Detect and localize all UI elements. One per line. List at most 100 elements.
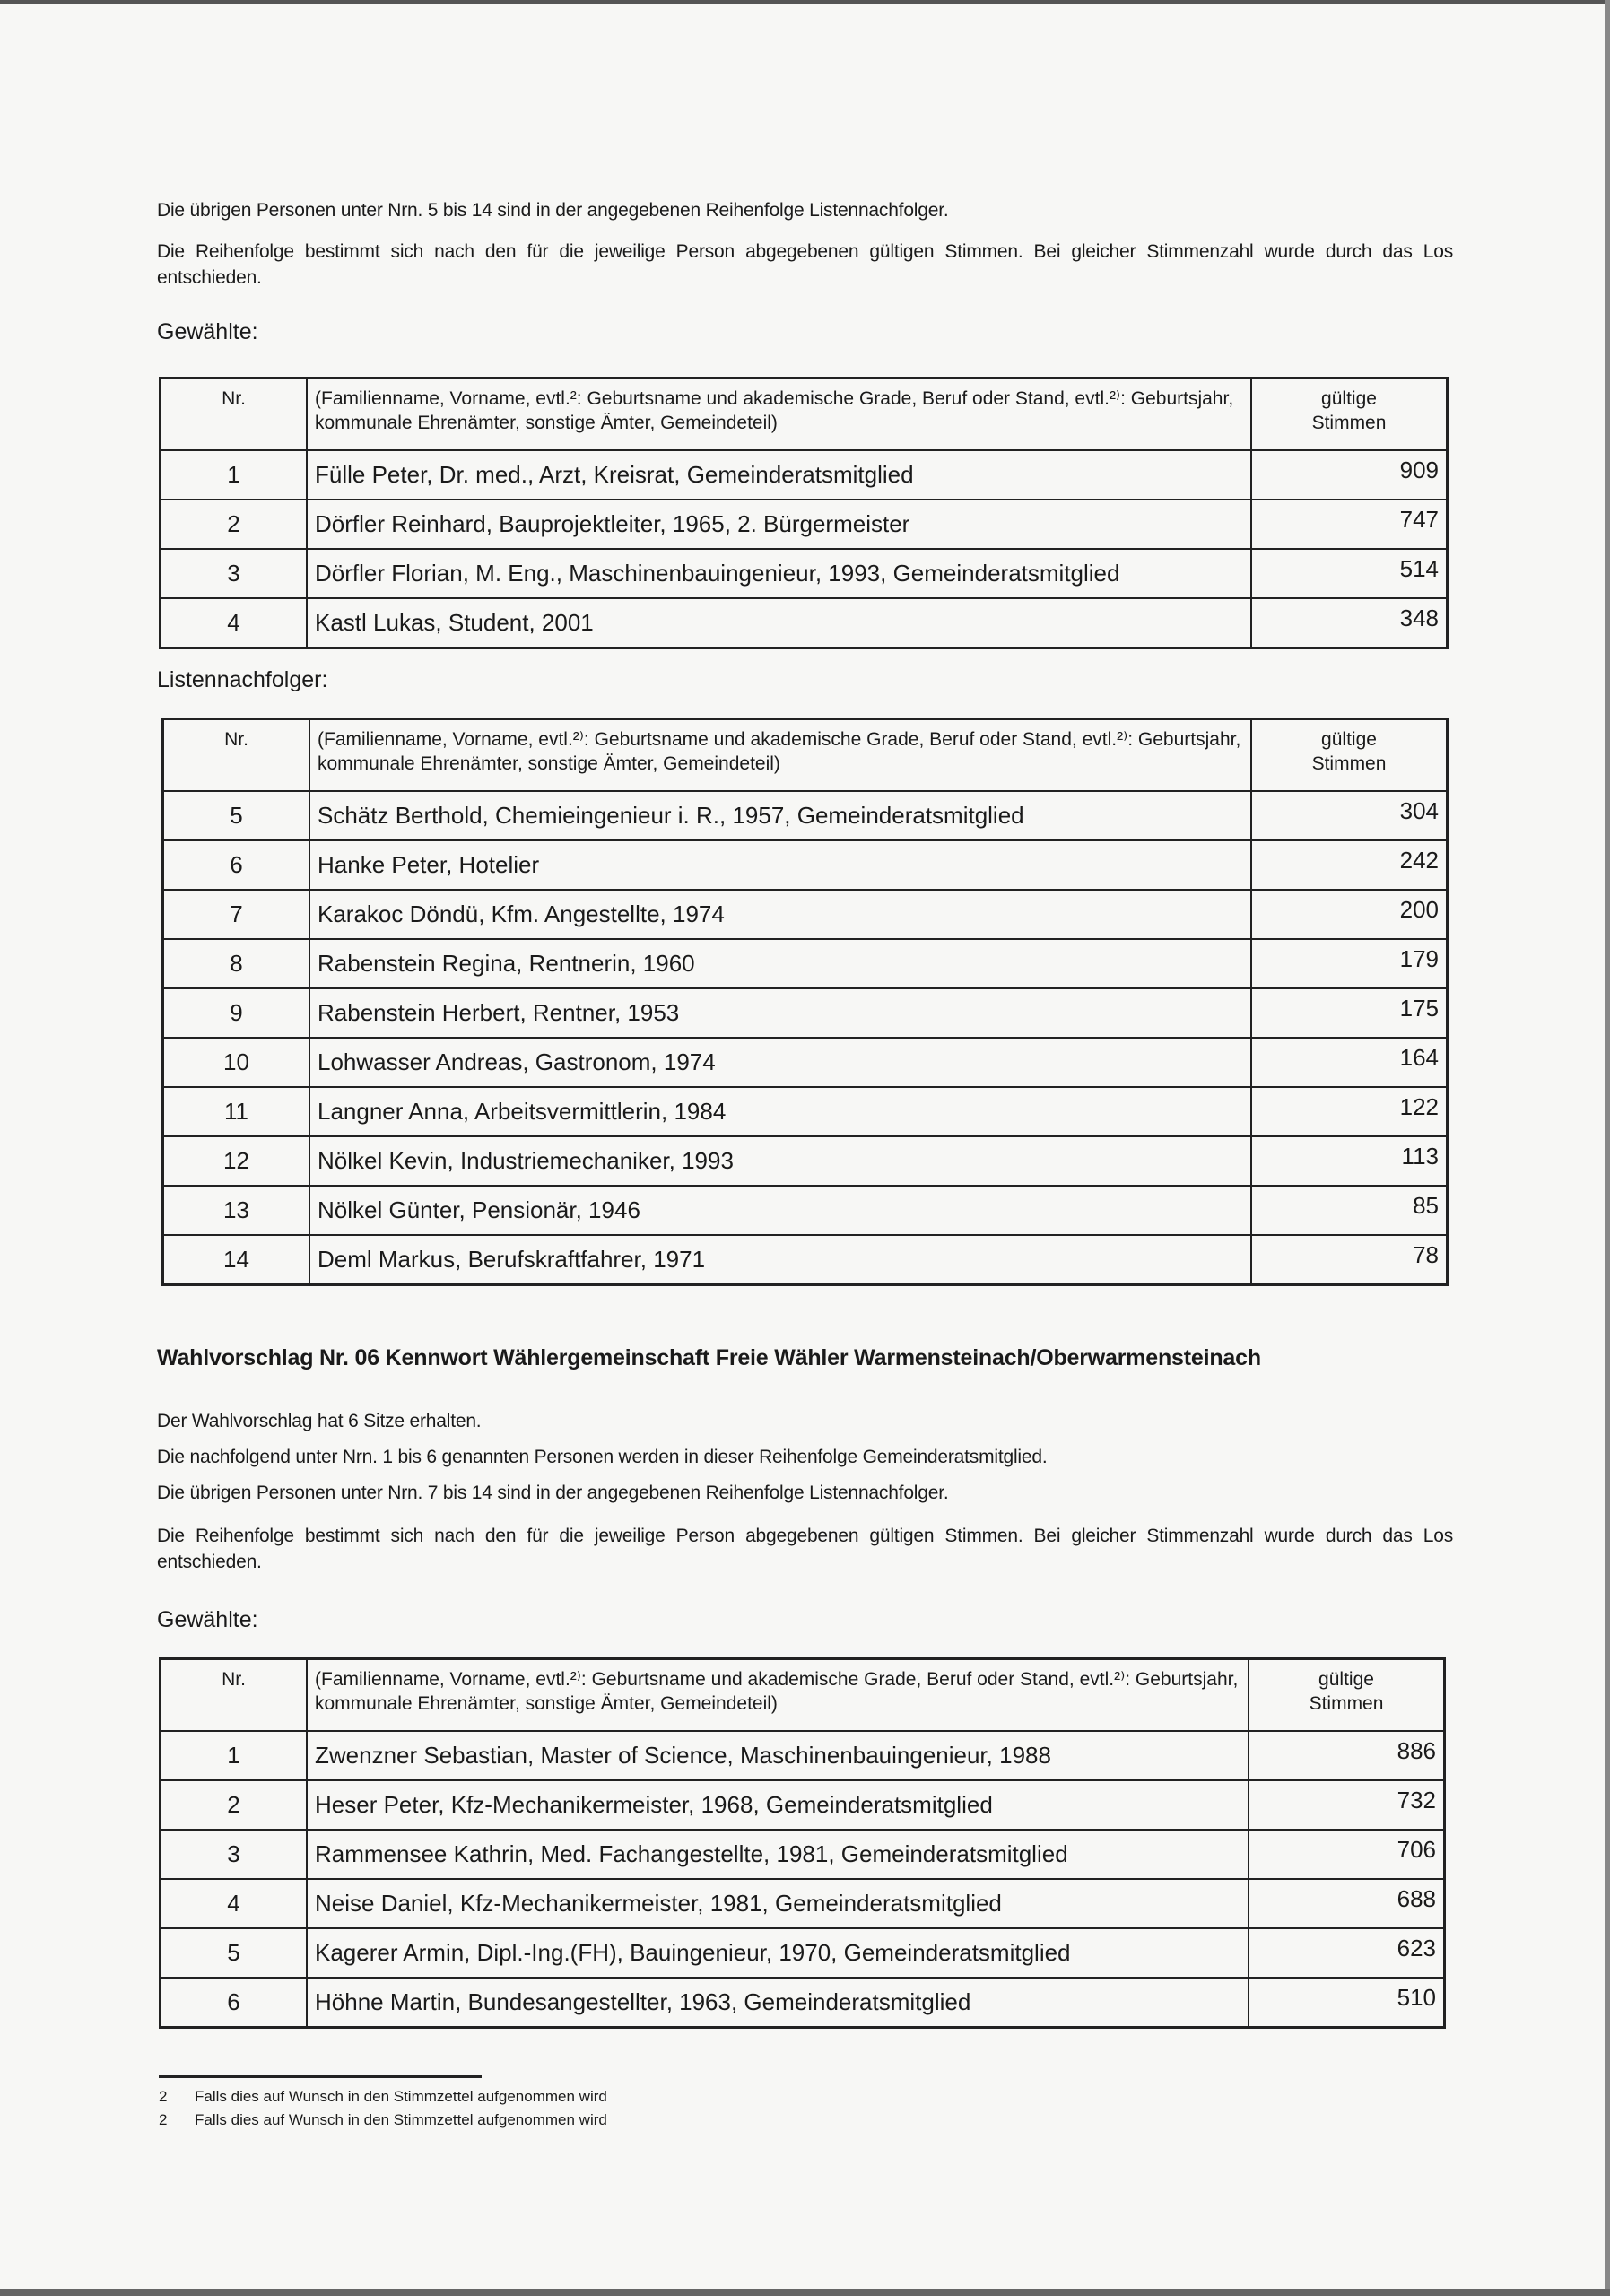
cell-nr: 5 (159, 1926, 308, 1979)
table-row: 5 Kagerer Armin, Dipl.-Ing.(FH), Bauingen… (159, 1926, 1446, 1979)
table-row: 3 Dörfler Florian, M. Eng., Maschinenbaui… (159, 547, 1449, 599)
cell-nr: 4 (159, 596, 308, 648)
cell-candidate: Deml Markus, Berufskraftfahrer, 1971 (309, 1233, 1252, 1285)
table-row: 12 Nölkel Kevin, Industriemechaniker, 199… (161, 1135, 1449, 1187)
cell-nr: 3 (159, 547, 308, 599)
cell-candidate: Nölkel Kevin, Industriemechaniker, 1993 (309, 1135, 1252, 1187)
cell-candidate: Langner Anna, Arbeitsvermittlerin, 1984 (309, 1085, 1252, 1137)
cell-nr: 13 (161, 1184, 310, 1236)
paragraph-order-note-06: Die Reihenfolge bestimmt sich nach den f… (157, 1526, 1453, 1572)
cell-candidate: Fülle Peter, Dr. med., Arzt, Kreisrat, G… (306, 448, 1252, 500)
elected-table-06: Nr. (Familienname, Vorname, evtl.²⁾: Gebu… (159, 1657, 1446, 2029)
table-row: 7 Karakoc Döndü, Kfm. Angestellte, 1974 20… (161, 888, 1449, 940)
table-row: 2 Heser Peter, Kfz-Mechanikermeister, 196… (159, 1779, 1446, 1831)
cell-nr: 4 (159, 1877, 308, 1929)
header-nr: Nr. (159, 377, 308, 451)
cell-nr: 1 (159, 448, 308, 500)
table-row: 4 Kastl Lukas, Student, 2001 348 (159, 596, 1449, 648)
cell-votes: 304 (1250, 789, 1449, 841)
table-header-row: Nr. (Familienname, Vorname, evtl.²⁾: Gebu… (159, 1657, 1446, 1732)
cell-candidate: Rammensee Kathrin, Med. Fachangestellte,… (306, 1828, 1249, 1880)
cell-votes: 706 (1248, 1828, 1446, 1880)
cell-votes: 113 (1250, 1135, 1449, 1187)
cell-candidate: Rabenstein Herbert, Rentner, 1953 (309, 987, 1252, 1039)
table-row: 9 Rabenstein Herbert, Rentner, 1953 175 (161, 987, 1449, 1039)
cell-votes: 747 (1250, 498, 1449, 550)
footnote-text: Falls dies auf Wunsch in den Stimmzettel… (195, 2111, 607, 2128)
cell-votes: 514 (1250, 547, 1449, 599)
cell-candidate: Neise Daniel, Kfz-Mechanikermeister, 198… (306, 1877, 1249, 1929)
cell-candidate: Heser Peter, Kfz-Mechanikermeister, 1968… (306, 1779, 1249, 1831)
header-nr: Nr. (161, 718, 310, 792)
table-row: 6 Höhne Martin, Bundesangestellter, 1963,… (159, 1976, 1446, 2028)
table-row: 4 Neise Daniel, Kfz-Mechanikermeister, 19… (159, 1877, 1446, 1929)
cell-candidate: Schätz Berthold, Chemieingenieur i. R., … (309, 789, 1252, 841)
cell-nr: 6 (159, 1976, 308, 2028)
footnote-number: 2 (159, 2088, 168, 2105)
cell-nr: 12 (161, 1135, 310, 1187)
table-row: 14 Deml Markus, Berufskraftfahrer, 1971 78 (161, 1233, 1449, 1285)
cell-nr: 11 (161, 1085, 310, 1137)
cell-nr: 7 (161, 888, 310, 940)
table-row: 1 Zwenzner Sebastian, Master of Science, … (159, 1729, 1446, 1781)
cell-candidate: Rabenstein Regina, Rentnerin, 1960 (309, 937, 1252, 989)
cell-candidate: Hanke Peter, Hotelier (309, 839, 1252, 891)
paragraph-successors-note: Die übrigen Personen unter Nrn. 5 bis 14… (157, 200, 949, 221)
successors-label: Listennachfolger: (157, 667, 328, 692)
scan-edge-top (0, 0, 1610, 4)
cell-votes: 909 (1250, 448, 1449, 500)
cell-votes: 179 (1250, 937, 1449, 989)
cell-votes: 886 (1248, 1729, 1446, 1781)
scan-edge-right (1605, 0, 1610, 2296)
paragraph-seats: Der Wahlvorschlag hat 6 Sitze erhalten. (157, 1411, 482, 1431)
footnote-divider (159, 2075, 482, 2078)
header-votes: gültige Stimmen (1250, 718, 1449, 792)
footnote: 2 Falls dies auf Wunsch in den Stimmzette… (159, 2088, 607, 2106)
cell-votes: 348 (1250, 596, 1449, 648)
header-description: (Familienname, Vorname, evtl.²⁾: Geburts… (306, 1657, 1249, 1732)
cell-votes: 688 (1248, 1877, 1446, 1929)
elected-table-prev: Nr. (Familienname, Vorname, evtl.²: Gebur… (159, 377, 1449, 649)
paragraph-order-note: Die Reihenfolge bestimmt sich nach den f… (157, 241, 1453, 288)
cell-votes: 242 (1250, 839, 1449, 891)
header-votes: gültige Stimmen (1248, 1657, 1446, 1732)
header-description: (Familienname, Vorname, evtl.²⁾: Geburts… (309, 718, 1252, 792)
cell-votes: 623 (1248, 1926, 1446, 1979)
table-row: 8 Rabenstein Regina, Rentnerin, 1960 179 (161, 937, 1449, 989)
table-header-row: Nr. (Familienname, Vorname, evtl.²⁾: Gebu… (161, 718, 1449, 792)
cell-votes: 200 (1250, 888, 1449, 940)
cell-nr: 10 (161, 1036, 310, 1088)
cell-candidate: Dörfler Reinhard, Bauprojektleiter, 1965… (306, 498, 1252, 550)
cell-candidate: Dörfler Florian, M. Eng., Maschinenbauin… (306, 547, 1252, 599)
cell-votes: 78 (1250, 1233, 1449, 1285)
paragraph-elected-note: Die nachfolgend unter Nrn. 1 bis 6 genan… (157, 1447, 1048, 1467)
scan-edge-bottom (0, 2289, 1610, 2296)
elected-label-06: Gewählte: (157, 1607, 258, 1632)
cell-votes: 510 (1248, 1976, 1446, 2028)
cell-candidate: Nölkel Günter, Pensionär, 1946 (309, 1184, 1252, 1236)
cell-nr: 9 (161, 987, 310, 1039)
paragraph-successors-note-06: Die übrigen Personen unter Nrn. 7 bis 14… (157, 1483, 949, 1503)
table-row: 13 Nölkel Günter, Pensionär, 1946 85 (161, 1184, 1449, 1236)
cell-candidate: Lohwasser Andreas, Gastronom, 1974 (309, 1036, 1252, 1088)
table-row: 6 Hanke Peter, Hotelier 242 (161, 839, 1449, 891)
table-row: 2 Dörfler Reinhard, Bauprojektleiter, 196… (159, 498, 1449, 550)
cell-nr: 6 (161, 839, 310, 891)
header-description: (Familienname, Vorname, evtl.²: Geburtsn… (306, 377, 1252, 451)
cell-candidate: Höhne Martin, Bundesangestellter, 1963, … (306, 1976, 1249, 2028)
cell-nr: 2 (159, 1779, 308, 1831)
footnote: 2 Falls dies auf Wunsch in den Stimmzette… (159, 2111, 607, 2129)
cell-nr: 1 (159, 1729, 308, 1781)
cell-candidate: Zwenzner Sebastian, Master of Science, M… (306, 1729, 1249, 1781)
successors-table-prev: Nr. (Familienname, Vorname, evtl.²⁾: Gebu… (161, 718, 1449, 1286)
table-row: 11 Langner Anna, Arbeitsvermittlerin, 198… (161, 1085, 1449, 1137)
cell-candidate: Karakoc Döndü, Kfm. Angestellte, 1974 (309, 888, 1252, 940)
table-row: 10 Lohwasser Andreas, Gastronom, 1974 164 (161, 1036, 1449, 1088)
cell-votes: 85 (1250, 1184, 1449, 1236)
footnote-text: Falls dies auf Wunsch in den Stimmzettel… (195, 2088, 607, 2105)
cell-votes: 732 (1248, 1779, 1446, 1831)
cell-votes: 164 (1250, 1036, 1449, 1088)
cell-nr: 3 (159, 1828, 308, 1880)
cell-votes: 122 (1250, 1085, 1449, 1137)
cell-votes: 175 (1250, 987, 1449, 1039)
